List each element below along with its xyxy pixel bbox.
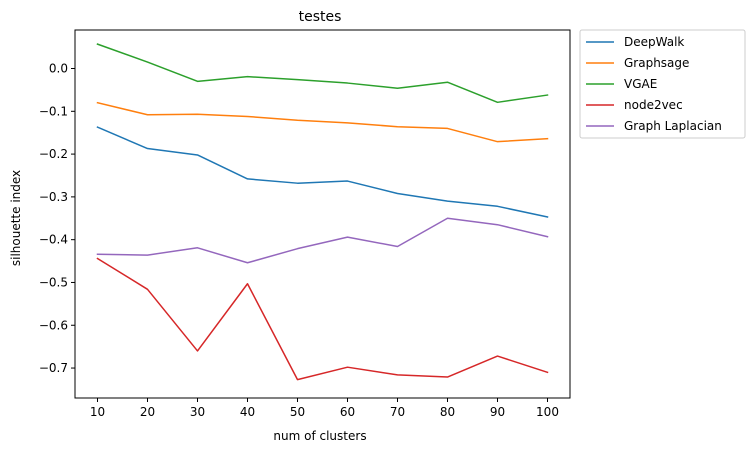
series-lines (96, 43, 549, 381)
y-tick-label: −0.7 (39, 361, 68, 375)
legend-item: Graphsage (586, 56, 689, 70)
x-tick-label: 50 (290, 405, 305, 419)
y-tick-label: −0.5 (39, 275, 68, 289)
x-tick-label: 20 (140, 405, 155, 419)
legend-box (579, 29, 746, 139)
y-tick-label: −0.2 (39, 147, 68, 161)
series-line-2 (96, 43, 549, 104)
chart-title: testes (299, 9, 342, 25)
series-line-3 (96, 257, 549, 381)
legend-label: Graph Laplacian (624, 119, 722, 133)
y-tick-label: −0.4 (39, 233, 68, 247)
plot-frame (74, 29, 571, 399)
x-tick-label: 40 (240, 405, 255, 419)
x-tick-label: 80 (440, 405, 455, 419)
x-tick-label: 90 (490, 405, 505, 419)
legend-item: node2vec (586, 98, 683, 112)
x-axis: 10 20 30 40 50 60 70 80 90 100 (90, 398, 559, 419)
x-tick-label: 30 (190, 405, 205, 419)
series-line-1 (96, 101, 549, 143)
legend: DeepWalk Graphsage VGAE node2vec Graph Lapla… (579, 29, 746, 139)
legend-label: Graphsage (624, 56, 689, 70)
series-line-0 (96, 126, 549, 218)
x-tick-label: 70 (390, 405, 405, 419)
legend-item: VGAE (586, 77, 657, 91)
legend-label: node2vec (624, 98, 683, 112)
y-tick-label: −0.6 (39, 318, 68, 332)
y-axis-label: silhouette index (9, 170, 23, 266)
x-tick-label: 10 (90, 405, 105, 419)
y-tick-label: 0.0 (49, 62, 68, 76)
x-tick-label: 60 (340, 405, 355, 419)
legend-item: DeepWalk (586, 35, 684, 49)
legend-item: Graph Laplacian (586, 119, 722, 133)
legend-label: VGAE (624, 77, 657, 91)
x-axis-label: num of clusters (273, 429, 366, 443)
y-tick-label: −0.1 (39, 104, 68, 118)
legend-label: DeepWalk (624, 35, 684, 49)
series-line-4 (96, 217, 549, 264)
y-axis: 0.0 −0.1 −0.2 −0.3 −0.4 −0.5 −0.6 −0.7 (39, 62, 75, 375)
y-tick-label: −0.3 (39, 190, 68, 204)
plot-area (74, 29, 571, 399)
x-tick-label: 100 (536, 405, 559, 419)
